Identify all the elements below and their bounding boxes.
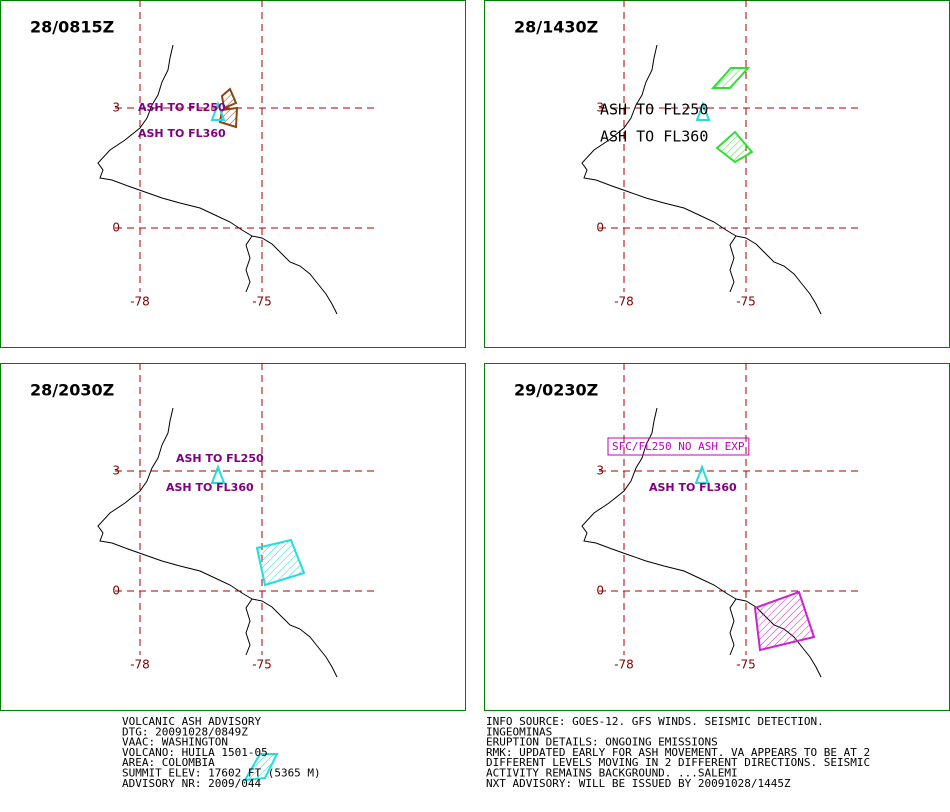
advisory-line: NXT ADVISORY: WILL BE ISSUED BY 20091028… [486, 777, 791, 790]
advisory-line: RMK: UPDATED EARLY FOR ASH MOVEMENT. VA … [486, 746, 870, 759]
ash-area [218, 106, 239, 129]
panel-time: 28/1430Z [514, 18, 598, 37]
advisory-line: ADVISORY NR: 2009/044 [122, 777, 261, 790]
panel: 3 0 -78 -75 28/0815Z ASH TO FL250 ASH TO FL360 [0, 0, 466, 348]
advisory-line: AREA: COLOMBIA [122, 756, 215, 769]
ash-label: ASH TO FL360 [600, 128, 708, 146]
ash-area [753, 590, 816, 652]
ash-area [243, 753, 279, 782]
volcano [210, 464, 226, 484]
volcano [210, 101, 226, 121]
ash-area [710, 67, 751, 89]
coastline [97, 44, 338, 315]
label-box [607, 437, 750, 456]
lon-label: -78 [614, 658, 634, 672]
ash-label: SFC/FL250 NO ASH EXP [612, 440, 745, 453]
advisory-line: INGEOMINAS [486, 725, 552, 738]
advisory-line: DIFFERENT LEVELS MOVING IN 2 DIFFERENT D… [486, 756, 870, 769]
panel-frame [0, 0, 466, 348]
advisory-line: SUMMIT ELEV: 17602 FT (5365 M) [122, 767, 321, 780]
panel-time: 28/2030Z [30, 381, 114, 400]
lat-label: 0 [596, 221, 604, 235]
lon-label: -78 [130, 295, 150, 309]
panel: 3 0 -78 -75 28/2030Z ASH TO FL250 ASH TO FL360 [0, 363, 466, 782]
advisory-line: ACTIVITY REMAINS BACKGROUND. ...SALEMI [486, 767, 738, 780]
ash-label: ASH TO FL360 [166, 481, 254, 494]
lon-label: -75 [736, 295, 756, 309]
ash-area [220, 87, 238, 110]
ash-area [715, 130, 754, 164]
lon-label: -78 [614, 295, 634, 309]
panel: 3 0 -78 -75 29/0230Z SFC/FL250 NO ASH EXP ASH … [484, 363, 950, 711]
lat-label: 3 [112, 101, 120, 115]
volcano [694, 464, 710, 484]
advisory-line: VOLCANO: HUILA 1501-05 [122, 746, 268, 759]
ash-area [255, 538, 306, 587]
ash-label: ASH TO FL250 [176, 452, 264, 465]
lon-label: -75 [252, 658, 272, 672]
advisory-line: INFO SOURCE: GOES-12. GFS WINDS. SEISMIC… [486, 715, 824, 728]
lat-label: 0 [112, 221, 120, 235]
coastline [97, 407, 338, 678]
volcano [695, 101, 711, 121]
ash-label: ASH TO FL250 [138, 101, 226, 114]
panel-frame [484, 363, 950, 711]
lat-label: 3 [112, 464, 120, 478]
lat-label: 0 [596, 584, 604, 598]
panel-time: 29/0230Z [514, 381, 598, 400]
lon-label: -75 [252, 295, 272, 309]
ash-label: ASH TO FL360 [649, 481, 737, 494]
panel-frame [484, 0, 950, 348]
lat-label: 3 [596, 101, 604, 115]
ash-label: ASH TO FL250 [600, 101, 708, 119]
coastline [581, 44, 822, 315]
advisory-line: DTG: 20091028/0849Z [122, 725, 248, 738]
panel-frame [0, 363, 466, 711]
advisory-line: VOLCANIC ASH ADVISORY [122, 715, 261, 728]
advisory-line: ERUPTION DETAILS: ONGOING EMISSIONS [486, 736, 718, 749]
ash-label: ASH TO FL360 [138, 127, 226, 140]
lat-label: 0 [112, 584, 120, 598]
panel-time: 28/0815Z [30, 18, 114, 37]
lon-label: -78 [130, 658, 150, 672]
advisory-line: VAAC: WASHINGTON [122, 736, 228, 749]
lon-label: -75 [736, 658, 756, 672]
panel: 3 0 -78 -75 28/1430Z ASH TO FL250 ASH TO FL360 [484, 0, 950, 348]
lat-label: 3 [596, 464, 604, 478]
